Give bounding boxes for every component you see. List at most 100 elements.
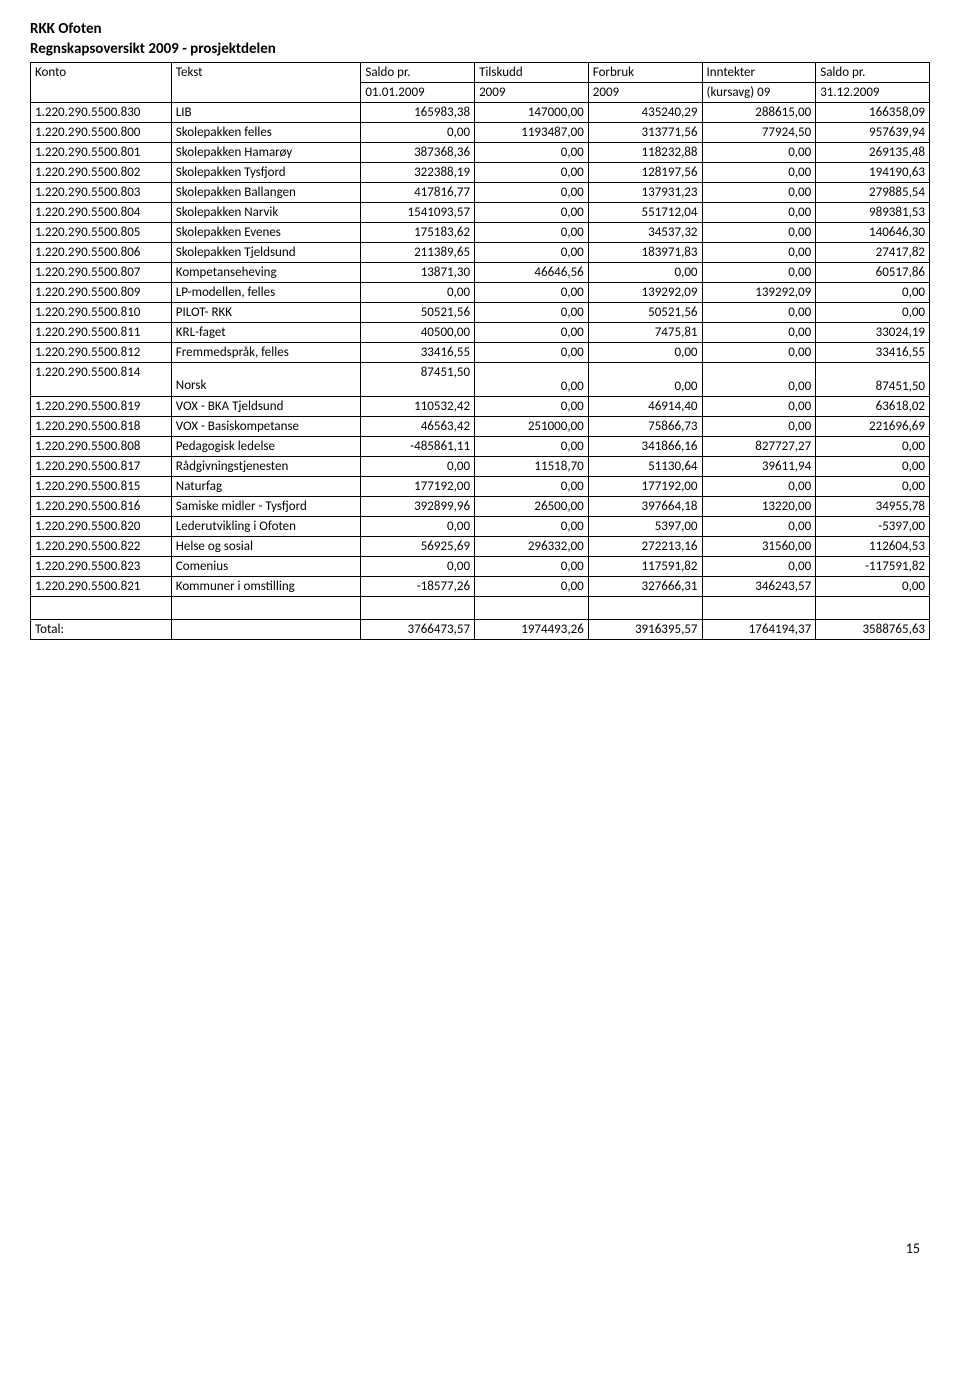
cell-tekst: Kommuner i omstilling [171, 577, 361, 597]
total-value: 1764194,37 [702, 620, 816, 640]
table-row: 1.220.290.5500.808Pedagogisk ledelse-485… [31, 437, 930, 457]
cell-value: 346243,57 [702, 577, 816, 597]
cell-value: 417816,77 [361, 183, 475, 203]
cell-value: 0,00 [475, 203, 589, 223]
page-number: 15 [30, 1240, 930, 1257]
cell-value: 0,00 [361, 283, 475, 303]
cell-tekst: Norsk [171, 363, 361, 397]
cell-value: 0,00 [475, 303, 589, 323]
cell-value: 50521,56 [588, 303, 702, 323]
table-row: 1.220.290.5500.820Lederutvikling i Ofote… [31, 517, 930, 537]
cell-value: 0,00 [475, 143, 589, 163]
cell-value: 288615,00 [702, 103, 816, 123]
cell-value: 0,00 [475, 163, 589, 183]
cell-value: 128197,56 [588, 163, 702, 183]
cell-tekst: VOX - BKA Tjeldsund [171, 397, 361, 417]
cell-value: 1193487,00 [475, 123, 589, 143]
cell-value: 0,00 [702, 263, 816, 283]
cell-value: 435240,29 [588, 103, 702, 123]
cell-value: 0,00 [475, 243, 589, 263]
cell-value: 0,00 [816, 283, 930, 303]
cell-tekst: PILOT- RKK [171, 303, 361, 323]
spacer-cell [171, 597, 361, 620]
table-row: 1.220.290.5500.817Rådgivningstjenesten0,… [31, 457, 930, 477]
cell-value: 0,00 [361, 457, 475, 477]
cell-konto: 1.220.290.5500.815 [31, 477, 172, 497]
cell-value: 0,00 [702, 163, 816, 183]
cell-value: 397664,18 [588, 497, 702, 517]
cell-konto: 1.220.290.5500.820 [31, 517, 172, 537]
cell-value: 0,00 [702, 417, 816, 437]
cell-tekst: Skolepakken Hamarøy [171, 143, 361, 163]
col-saldo2-sub: 31.12.2009 [816, 83, 930, 103]
cell-value: 34955,78 [816, 497, 930, 517]
table-row: 1.220.290.5500.807Kompetanseheving13871,… [31, 263, 930, 283]
cell-konto: 1.220.290.5500.814 [31, 363, 172, 397]
cell-value: 0,00 [702, 223, 816, 243]
cell-tekst: Comenius [171, 557, 361, 577]
cell-tekst: Skolepakken Evenes [171, 223, 361, 243]
cell-value: 313771,56 [588, 123, 702, 143]
cell-konto: 1.220.290.5500.800 [31, 123, 172, 143]
cell-value: 221696,69 [816, 417, 930, 437]
cell-tekst: Naturfag [171, 477, 361, 497]
cell-value: 87451,50 [816, 363, 930, 397]
cell-value: 0,00 [588, 363, 702, 397]
table-row: 1.220.290.5500.800Skolepakken felles0,00… [31, 123, 930, 143]
cell-value: 0,00 [816, 303, 930, 323]
cell-value: 0,00 [475, 557, 589, 577]
col-tekst: Tekst [171, 63, 361, 103]
cell-value: 40500,00 [361, 323, 475, 343]
cell-value: 211389,65 [361, 243, 475, 263]
cell-value: 0,00 [702, 477, 816, 497]
cell-value: 279885,54 [816, 183, 930, 203]
cell-value: 194190,63 [816, 163, 930, 183]
cell-value: 177192,00 [588, 477, 702, 497]
total-blank [171, 620, 361, 640]
cell-value: 87451,50 [361, 363, 475, 397]
cell-value: 46563,42 [361, 417, 475, 437]
col-forbruk: Forbruk [588, 63, 702, 83]
table-row: 1.220.290.5500.804Skolepakken Narvik1541… [31, 203, 930, 223]
cell-value: 63618,02 [816, 397, 930, 417]
cell-value: 0,00 [361, 557, 475, 577]
accounts-table: Konto Tekst Saldo pr. Tilskudd Forbruk I… [30, 62, 930, 640]
col-inntekter: Inntekter [702, 63, 816, 83]
cell-value: 0,00 [475, 517, 589, 537]
cell-value: 551712,04 [588, 203, 702, 223]
cell-konto: 1.220.290.5500.816 [31, 497, 172, 517]
page-title: RKK Ofoten [30, 20, 930, 38]
table-body: 1.220.290.5500.830LIB165983,38147000,004… [31, 103, 930, 640]
col-saldo1-sub: 01.01.2009 [361, 83, 475, 103]
cell-value: 0,00 [702, 363, 816, 397]
cell-value: 0,00 [702, 143, 816, 163]
cell-konto: 1.220.290.5500.830 [31, 103, 172, 123]
spacer-cell [702, 597, 816, 620]
cell-value: 140646,30 [816, 223, 930, 243]
cell-value: 272213,16 [588, 537, 702, 557]
table-header-row-1: Konto Tekst Saldo pr. Tilskudd Forbruk I… [31, 63, 930, 83]
cell-value: 46646,56 [475, 263, 589, 283]
cell-tekst: Skolepakken Narvik [171, 203, 361, 223]
cell-value: 31560,00 [702, 537, 816, 557]
cell-value: 1541093,57 [361, 203, 475, 223]
cell-value: 0,00 [816, 477, 930, 497]
cell-value: 0,00 [361, 517, 475, 537]
table-row: 1.220.290.5500.816Samiske midler - Tysfj… [31, 497, 930, 517]
total-row: Total:3766473,571974493,263916395,571764… [31, 620, 930, 640]
page-subtitle: Regnskapsoversikt 2009 - prosjektdelen [30, 40, 930, 58]
cell-value: 0,00 [475, 223, 589, 243]
cell-tekst: Samiske midler - Tysfjord [171, 497, 361, 517]
cell-value: 0,00 [702, 397, 816, 417]
cell-tekst: Kompetanseheving [171, 263, 361, 283]
cell-value: 33024,19 [816, 323, 930, 343]
table-row: 1.220.290.5500.806Skolepakken Tjeldsund2… [31, 243, 930, 263]
cell-value: 0,00 [702, 203, 816, 223]
cell-value: 177192,00 [361, 477, 475, 497]
col-saldo2: Saldo pr. [816, 63, 930, 83]
cell-value: 139292,09 [702, 283, 816, 303]
cell-konto: 1.220.290.5500.810 [31, 303, 172, 323]
cell-value: 75866,73 [588, 417, 702, 437]
cell-value: 112604,53 [816, 537, 930, 557]
cell-value: 0,00 [475, 183, 589, 203]
